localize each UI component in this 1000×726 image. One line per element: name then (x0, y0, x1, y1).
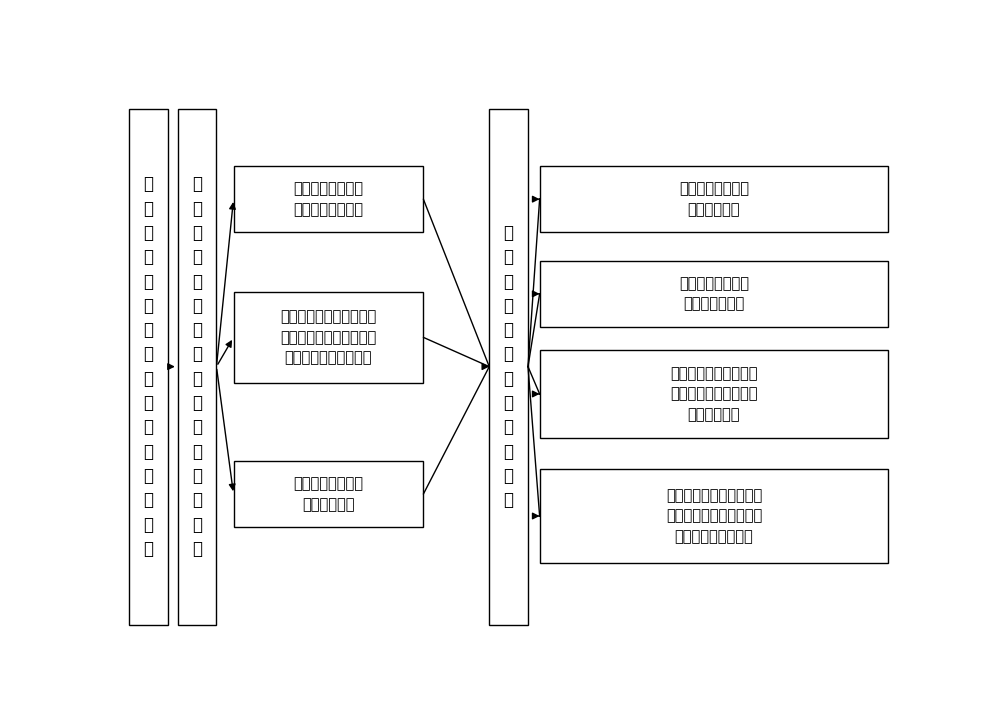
Bar (234, 461, 423, 527)
Text: 浆
液
在
围
岩
中
的
扩
散
范
围
及
规
律
确
定: 浆 液 在 围 岩 中 的 扩 散 范 围 及 规 律 确 定 (192, 176, 202, 558)
Text: 精确得到浆液在围
岩中扩散范围: 精确得到浆液在围 岩中扩散范围 (679, 182, 749, 217)
Bar (178, 109, 216, 624)
Bar (540, 261, 888, 327)
Bar (234, 292, 423, 383)
Text: 以
渗
压
计
布
设
渗
压
监
测
网
络: 以 渗 压 计 布 设 渗 压 监 测 网 络 (504, 224, 514, 509)
Text: 绘制注浆压力与扩
散范围的分布图: 绘制注浆压力与扩 散范围的分布图 (679, 276, 749, 311)
Bar (540, 350, 888, 439)
Text: 根据监测结果设计精确确
定浆液扩散范围及规律监
测网络的监测点的坐标: 根据监测结果设计精确确 定浆液扩散范围及规律监 测网络的监测点的坐标 (280, 309, 377, 365)
Bar (540, 469, 888, 563)
Text: 浆
液
在
围
岩
中
的
扩
散
范
围
及
规
律
确
定: 浆 液 在 围 岩 中 的 扩 散 范 围 及 规 律 确 定 (143, 176, 153, 558)
Text: 拟合注浆压力与扩散距
离、浆液扩散速度与扩
散距离的函数: 拟合注浆压力与扩散距 离、浆液扩散速度与扩 散距离的函数 (670, 366, 758, 422)
Bar (489, 109, 528, 624)
Text: 对比分析，得到其他地质
条件下锚注支护浆液扩散
规律的综合探测方法: 对比分析，得到其他地质 条件下锚注支护浆液扩散 规律的综合探测方法 (666, 488, 762, 544)
Bar (129, 109, 168, 624)
Text: 根据监测结果确定
浆液扩散主要区域: 根据监测结果确定 浆液扩散主要区域 (293, 182, 363, 217)
Bar (540, 166, 888, 232)
Text: 根据监测结果确定
浆液扩散边界: 根据监测结果确定 浆液扩散边界 (293, 476, 363, 512)
Bar (234, 166, 423, 232)
